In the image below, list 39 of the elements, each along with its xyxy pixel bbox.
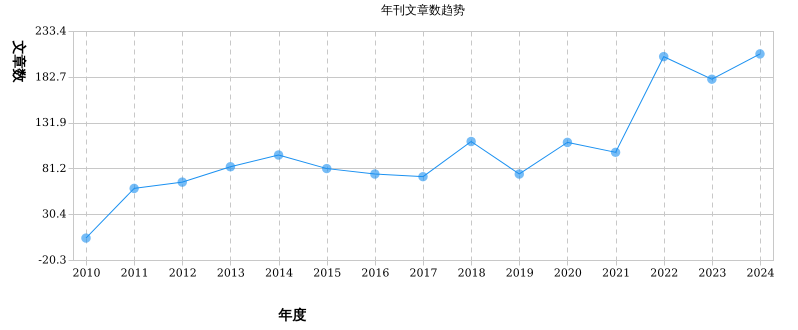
y-tick-label: -20.3 (38, 254, 66, 266)
y-tick-label: 182.7 (35, 70, 66, 84)
y-tick-label: 131.9 (35, 116, 66, 130)
point (178, 177, 188, 187)
point (755, 49, 765, 59)
point (610, 148, 620, 158)
x-tick-label: 2023 (698, 266, 726, 280)
y-axis-title: 文章数 (10, 40, 28, 84)
chart-title: 年刊文章数趋势 (381, 3, 465, 17)
x-tick-label: 2010 (72, 266, 100, 280)
point (418, 172, 428, 182)
point (466, 136, 476, 146)
y-tick-label: 233.4 (35, 24, 66, 38)
x-tick-label: 2021 (602, 266, 630, 280)
x-tick-label: 2016 (361, 266, 390, 280)
y-tick-label: 30.4 (42, 208, 66, 221)
point (81, 233, 91, 243)
x-tick-label: 2013 (216, 266, 245, 280)
x-axis-title: 年度 (278, 306, 306, 324)
x-tick-label: 2022 (650, 266, 678, 280)
point (562, 138, 572, 148)
x-tick-label: 2018 (458, 266, 486, 280)
x-tick-label: 2012 (168, 266, 197, 280)
x-tick-label: 2020 (554, 266, 582, 280)
point (274, 150, 284, 160)
x-tick-label: 2015 (313, 266, 342, 280)
point (129, 184, 139, 194)
point (322, 164, 332, 174)
x-tick-label: 2017 (410, 266, 438, 280)
x-tick-label: 2011 (120, 266, 149, 280)
point (658, 52, 668, 62)
x-tick-label: 2024 (746, 266, 774, 280)
point (514, 169, 524, 179)
point (707, 74, 717, 84)
point (370, 169, 380, 179)
y-tick-label: 81.2 (42, 162, 66, 175)
x-tick-label: 2019 (506, 266, 534, 280)
x-tick-label: 2014 (265, 266, 294, 280)
point (226, 162, 236, 172)
